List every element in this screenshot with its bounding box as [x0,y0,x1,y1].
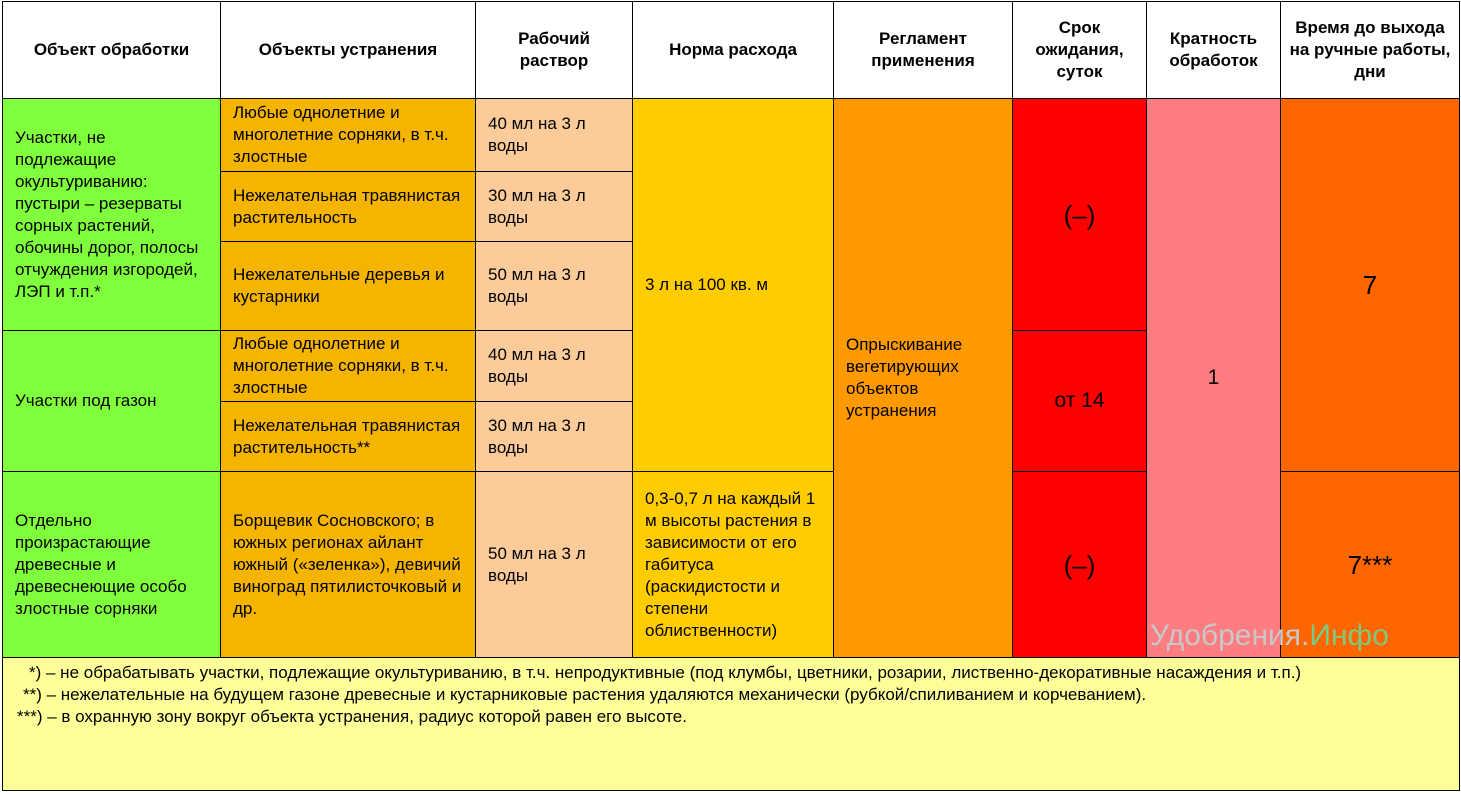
footnote: *) – не обрабатывать участки, подлежащие… [29,663,1302,682]
cell: 0,3-0,7 л на каждый 1 м высоты растения … [632,471,834,658]
cell: Участки под газон [2,330,221,472]
header-cell: Кратность обработок [1146,1,1281,99]
cell: Борщевик Сосновского; в южных регионах а… [220,471,476,658]
row: Нежелательная травянистая растительность… [3,401,1460,472]
row: Участки, не подлежащие окультуриванию: п… [2,98,1460,658]
cell: 30 мл на 3 л воды [475,171,633,242]
footnotes: *) – не обрабатывать участки, подлежащие… [2,657,1460,791]
cell: Отдельно произрастающие древесные и древ… [2,471,221,658]
cell: (–) [1012,471,1147,658]
row: Отдельно произрастающие древесные и древ… [2,471,1460,658]
header-cell: Объекты устранения [220,1,476,99]
cell: Любые однолетние и многолетние сорняки, … [220,330,476,402]
cell: 7 [1280,98,1460,472]
row: Нежелательные деревья и кустарники 50 мл… [3,241,1460,331]
cell: 1 [1146,98,1281,658]
header-cell: Регламент применения [833,1,1013,99]
header-row: Объект обработки Объекты устранения Рабо… [2,1,1460,99]
cell: 3 л на 100 кв. м [632,98,834,472]
cell: 7*** [1280,471,1460,658]
header-cell: Норма расхода [632,1,834,99]
cell: Участки, не подлежащие окультуриванию: п… [2,98,221,331]
footnote: ***) – в охранную зону вокруг объекта ус… [17,707,687,726]
footnote: **) – нежелательные на будущем газоне др… [23,685,1147,704]
cell: 40 мл на 3 л воды [475,330,633,402]
footnote-row: *) – не обрабатывать участки, подлежащие… [2,657,1460,791]
row: Участки под газон Любые однолетние и мно… [2,330,1460,472]
header-cell: Объект обработки [2,1,221,99]
cell: 30 мл на 3 л воды [475,401,633,472]
cell: Нежелательная травянистая растительность… [220,401,476,472]
cell: 50 мл на 3 л воды [475,241,633,331]
cell: Нежелательная травянистая растительность [220,171,476,242]
cell: Опрыскивание вегетирующих объектов устра… [833,98,1013,658]
header-cell: Рабочий раствор [475,1,633,99]
cell: 50 мл на 3 л воды [475,471,633,658]
cell: от 14 [1012,330,1147,472]
cell: (–) [1012,98,1147,331]
row: Нежелательная травянистая растительность… [3,171,1460,242]
header-cell: Время до выхода на ручные работы, дни [1280,1,1460,99]
header-cell: Срок ожидания, суток [1012,1,1147,99]
cell: 40 мл на 3 л воды [475,98,633,172]
cell: Нежелательные деревья и кустарники [220,241,476,331]
cell: Любые однолетние и многолетние сорняки, … [220,98,476,172]
